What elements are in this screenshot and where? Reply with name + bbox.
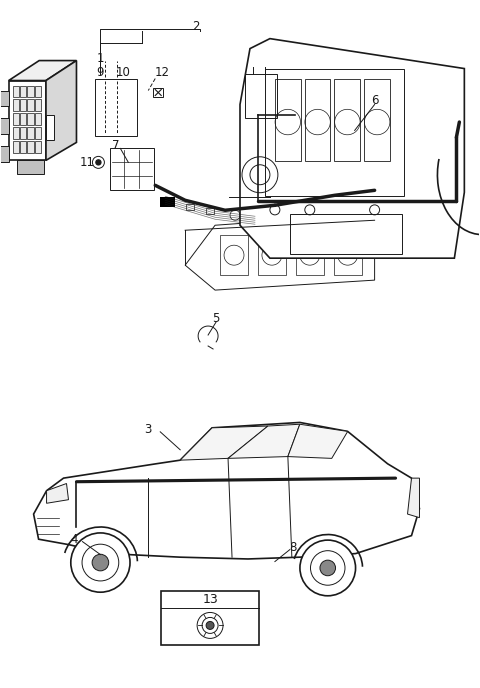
Bar [12, 142, 19, 153]
Bar [35, 100, 41, 111]
Text: 4: 4 [71, 533, 78, 546]
Bar [20, 142, 26, 153]
Bar [96, 78, 137, 136]
Polygon shape [240, 39, 464, 258]
Circle shape [250, 208, 260, 218]
Polygon shape [228, 424, 300, 458]
Polygon shape [0, 147, 9, 162]
Bar [17, 160, 44, 174]
Bar [12, 100, 19, 111]
Bar [27, 142, 34, 153]
Circle shape [96, 160, 101, 165]
Polygon shape [46, 61, 76, 160]
Bar [35, 127, 41, 139]
Circle shape [92, 555, 108, 571]
Polygon shape [0, 91, 9, 107]
Circle shape [82, 544, 119, 581]
Bar [334, 235, 361, 275]
Bar [220, 235, 248, 275]
Text: 5: 5 [212, 312, 220, 325]
Bar [27, 85, 34, 98]
Text: 9: 9 [96, 66, 104, 79]
Bar [364, 78, 390, 161]
Bar [35, 85, 41, 98]
Circle shape [320, 560, 336, 576]
Polygon shape [180, 426, 268, 460]
Bar [335, 78, 360, 161]
Bar [27, 100, 34, 111]
Circle shape [300, 540, 356, 596]
Circle shape [270, 206, 280, 216]
Bar [12, 114, 19, 125]
Bar [305, 78, 331, 161]
Bar [275, 78, 300, 161]
Bar [20, 100, 26, 111]
Bar [20, 85, 26, 98]
Bar [46, 116, 54, 140]
Circle shape [290, 204, 300, 214]
Bar [166, 200, 174, 206]
Text: 2: 2 [192, 20, 200, 33]
Bar [160, 197, 175, 207]
Bar [35, 114, 41, 125]
Circle shape [71, 533, 130, 592]
Circle shape [206, 621, 214, 630]
Polygon shape [47, 484, 69, 504]
Bar [27, 127, 34, 139]
Bar [290, 214, 402, 254]
Text: 8: 8 [289, 541, 297, 554]
Text: 1: 1 [96, 52, 104, 65]
Bar [265, 69, 404, 196]
Polygon shape [0, 118, 9, 134]
Text: 10: 10 [115, 66, 130, 79]
Bar [27, 114, 34, 125]
Polygon shape [9, 61, 76, 80]
Text: 6: 6 [371, 94, 378, 107]
Text: 13: 13 [202, 593, 218, 606]
Text: 11: 11 [80, 156, 95, 169]
Circle shape [93, 156, 104, 169]
Bar [153, 87, 163, 98]
Bar [258, 235, 286, 275]
Circle shape [311, 550, 345, 585]
Polygon shape [408, 478, 420, 517]
Bar [296, 235, 324, 275]
Circle shape [230, 211, 240, 220]
Polygon shape [288, 424, 348, 458]
Polygon shape [34, 422, 420, 559]
Bar [35, 142, 41, 153]
Polygon shape [9, 80, 46, 160]
Bar [110, 149, 154, 191]
Bar [206, 208, 214, 214]
Bar [161, 590, 259, 645]
Bar [12, 85, 19, 98]
Text: 7: 7 [112, 139, 119, 152]
Text: 3: 3 [144, 423, 152, 436]
Bar [245, 74, 277, 118]
Bar [12, 127, 19, 139]
Bar [20, 127, 26, 139]
Bar [20, 114, 26, 125]
Bar [186, 204, 194, 211]
Text: 12: 12 [155, 66, 170, 79]
